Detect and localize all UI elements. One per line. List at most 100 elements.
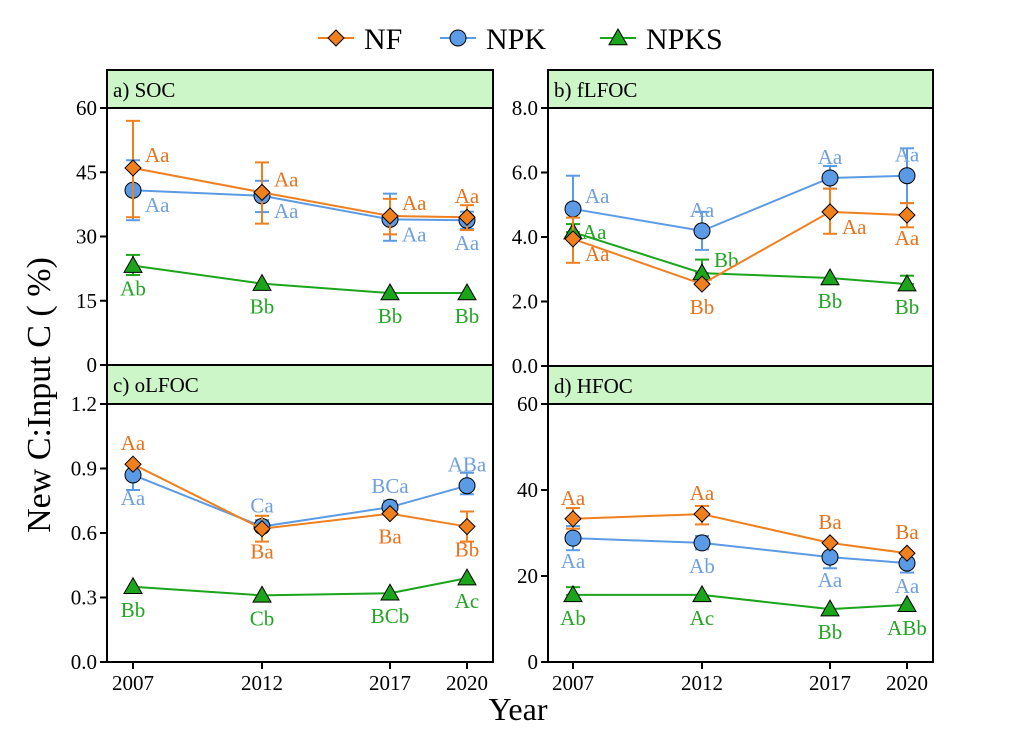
data-label: Ab xyxy=(689,554,715,578)
data-label: Bb xyxy=(895,295,920,319)
data-point xyxy=(252,273,272,291)
panel-title: d) HFOC xyxy=(554,374,633,398)
series-nf: Aa Aa Ba Ba xyxy=(561,481,919,562)
legend-marker-circle-icon xyxy=(449,29,467,47)
data-point xyxy=(564,510,582,528)
data-label: ABa xyxy=(448,453,487,477)
data-label: Aa xyxy=(145,193,170,217)
data-label: BCa xyxy=(371,474,409,498)
data-label: Aa xyxy=(274,167,299,191)
data-label: ABb xyxy=(887,616,927,640)
data-point xyxy=(123,576,143,594)
legend-label: NPKS xyxy=(646,23,723,56)
panel-title: a) SOC xyxy=(113,78,175,102)
data-label: Aa xyxy=(818,145,843,169)
data-point xyxy=(380,283,400,301)
data-label: Aa xyxy=(121,486,146,510)
data-label: Bb xyxy=(121,598,146,622)
series-line xyxy=(572,210,908,286)
data-point xyxy=(898,544,916,562)
series-line xyxy=(132,166,468,219)
series-line xyxy=(572,513,908,555)
y-tick-label: 1.2 xyxy=(71,392,97,416)
data-label: Bb xyxy=(690,295,715,319)
x-tick-label: 2020 xyxy=(886,671,928,695)
data-label: Aa xyxy=(895,143,920,167)
data-point xyxy=(381,207,399,225)
data-point xyxy=(564,200,582,218)
x-tick-label: 2012 xyxy=(241,671,283,695)
data-label: Aa xyxy=(274,199,299,223)
data-point xyxy=(897,274,917,292)
data-point xyxy=(253,183,271,202)
x-tick-label: 2020 xyxy=(446,671,488,695)
panel-header xyxy=(547,69,934,109)
y-tick-label: 60 xyxy=(517,392,538,416)
data-point xyxy=(458,517,476,536)
data-label: Aa xyxy=(582,220,607,244)
data-point xyxy=(821,534,839,552)
y-tick-label: 2.0 xyxy=(512,290,538,314)
data-point xyxy=(898,167,916,185)
plot-area xyxy=(547,107,934,367)
series-npks: Ab Ac Bb ABb xyxy=(560,584,927,644)
series-line xyxy=(572,537,908,565)
y-tick-label: 4.0 xyxy=(512,225,538,249)
data-label: Aa xyxy=(585,242,610,266)
data-label: Aa xyxy=(690,198,715,222)
data-label: Aa xyxy=(818,568,843,592)
x-axis-label: Year xyxy=(489,691,548,727)
data-label: Cb xyxy=(250,606,275,630)
data-label: Aa xyxy=(402,191,427,215)
data-point xyxy=(124,159,142,177)
data-label: Aa xyxy=(402,222,427,246)
data-label: Ba xyxy=(378,525,402,549)
data-point xyxy=(458,208,476,226)
data-label: Ba xyxy=(250,540,274,564)
series-line xyxy=(572,231,908,286)
data-label: Ba xyxy=(818,510,842,534)
series-line xyxy=(132,264,467,295)
data-label: Ca xyxy=(250,494,274,518)
data-point xyxy=(693,505,711,523)
series-line xyxy=(132,474,468,528)
series-line xyxy=(132,189,468,222)
legend-label: NPK xyxy=(486,23,546,56)
series-npk: Aa Ab Aa Aa xyxy=(561,525,920,598)
y-tick-label: 20 xyxy=(517,564,538,588)
data-label: Ab xyxy=(120,277,146,301)
panel-header xyxy=(106,69,494,109)
data-point xyxy=(692,584,712,603)
series-line xyxy=(132,463,468,530)
legend-item-npk: NPK xyxy=(440,23,546,56)
data-point xyxy=(457,568,477,586)
data-point xyxy=(693,275,711,293)
data-label: Bb xyxy=(250,295,275,319)
data-point xyxy=(253,519,271,538)
x-tick-label: 2017 xyxy=(369,671,411,695)
legend-marker-diamond-icon xyxy=(327,29,345,47)
series-nf: Aa Ba Ba Bb xyxy=(121,431,480,564)
y-tick-label: 0.3 xyxy=(71,586,97,610)
data-label: Ac xyxy=(455,589,480,613)
x-tick-label: 2007 xyxy=(112,671,154,695)
series-line xyxy=(132,577,468,597)
data-label: Aa xyxy=(585,184,610,208)
data-point xyxy=(564,230,582,248)
data-point xyxy=(898,206,916,224)
series-line xyxy=(572,174,908,232)
series-nf: Aa Aa Aa Aa xyxy=(124,119,480,236)
data-point xyxy=(821,203,839,221)
data-label: Aa xyxy=(895,574,920,598)
data-point xyxy=(381,504,399,523)
data-label: Ac xyxy=(690,606,715,630)
plot-area xyxy=(106,403,494,663)
y-tick-label: 0.0 xyxy=(71,650,97,674)
y-axis-label: New C:Input C ( %) xyxy=(21,257,58,533)
data-label: Ab xyxy=(560,606,586,630)
y-tick-label: 0 xyxy=(87,353,98,377)
